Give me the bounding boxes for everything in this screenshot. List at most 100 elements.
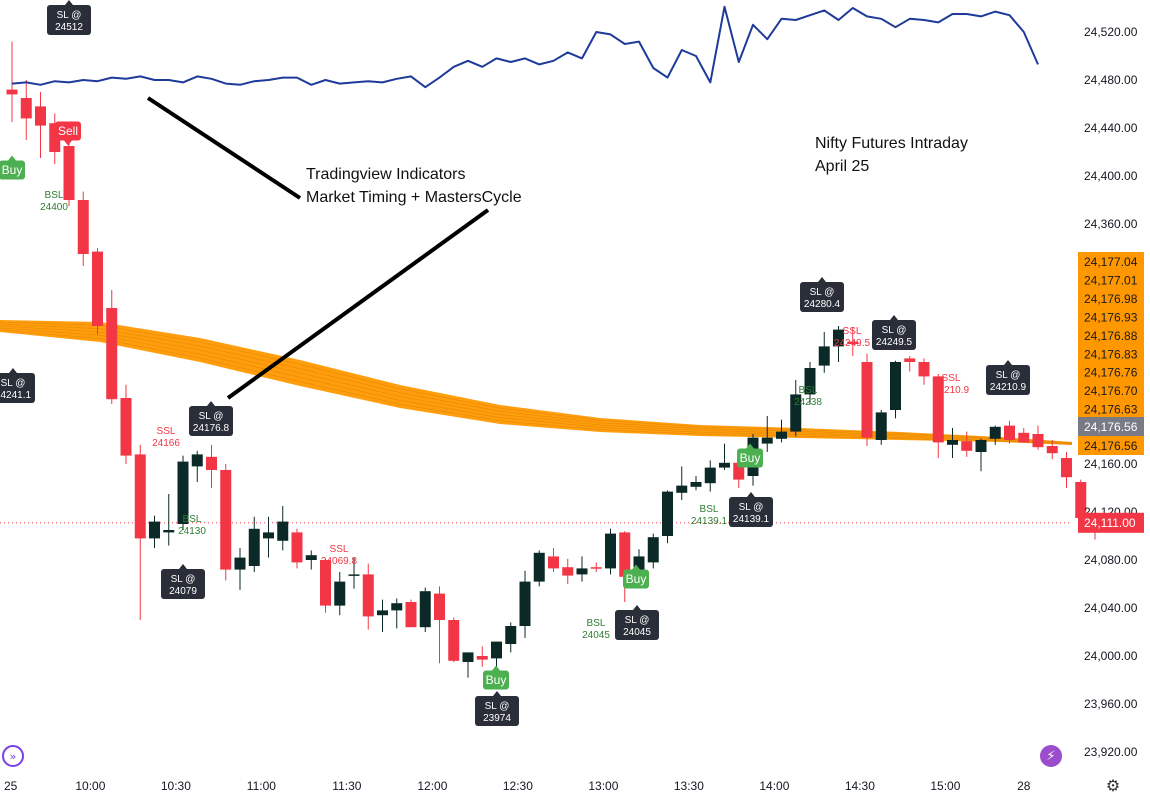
level-label: SSL 24166 [152,426,180,449]
candle [833,326,844,362]
x-axis[interactable]: 25 10:00 10:30 11:00 11:30 12:00 12:30 13:00 13:… [4,779,1031,793]
x-tick-label: 28 [1017,779,1031,793]
candle [291,528,303,569]
candle-body [890,362,901,410]
sl-box-text: SL @ [1,378,26,389]
candle [975,438,987,472]
candle [918,358,930,385]
sl-box-text: SL @ [810,287,835,298]
candle-body [590,567,602,569]
candle-body [120,398,132,456]
indicator-note: Tradingview Indicators Market Timing + M… [306,163,522,209]
candle [989,425,1001,445]
candle-body [676,485,688,493]
candle [63,134,75,206]
x-tick-label: 12:30 [503,779,533,793]
ribbon-price-tag [1078,344,1144,364]
sl-box: SL @24139.1 [729,492,773,527]
candle [191,450,203,482]
ribbon-price-tag [1078,381,1144,401]
x-tick-label: 14:00 [759,779,789,793]
candle-body [548,556,559,569]
sl-box: SL @24210.9 [986,360,1030,395]
sl-box-arrow [207,401,215,406]
level-label-line: 24045 [582,630,610,641]
candle-body [776,431,787,439]
candle-body [206,456,217,470]
candle [505,622,517,653]
candle [519,570,531,638]
signal-label: Buy [740,451,761,465]
candle [120,384,132,464]
candle-body [448,620,460,661]
sl-box-bg [189,406,233,436]
candle-body [818,346,830,366]
sl-box: SL @23974 [475,691,519,726]
candle [1004,420,1015,444]
level-label-line: 24166 [152,438,180,449]
ribbon-price-label: 24,177.04 [1084,255,1138,269]
sl-box-bg [0,373,35,403]
lightning-icon[interactable]: ⚡ [1040,745,1062,767]
candle-body [647,537,659,563]
candle-body [92,251,103,326]
candle [704,460,716,492]
pointer-line-upper [146,96,302,200]
y-tick-label: 24,520.00 [1084,25,1138,39]
sl-box: SL @24241.1 [0,368,35,403]
candle [20,80,32,140]
candle-body [733,462,745,480]
candle [961,431,973,457]
x-tick-label: 15:00 [930,779,960,793]
candle-body [362,574,374,617]
double-chevron-right-icon[interactable]: » [2,745,24,767]
candle [305,550,317,570]
candle-body [234,557,246,570]
signal-box [483,670,509,690]
sl-box-text: 24139.1 [733,514,770,525]
candle [605,528,616,575]
candle [206,444,217,488]
signal-label: Buy [486,673,507,687]
candle [391,598,403,629]
gear-icon[interactable]: ⚙ [1105,775,1121,795]
level-label-line: 24069.8 [321,556,358,567]
ribbon-price-label: 24,176.88 [1084,329,1138,343]
y-axis[interactable]: 24,520.00 24,480.00 24,440.00 24,400.00 24,3… [1078,25,1144,759]
candle-body [1018,432,1030,443]
candle-body [63,146,75,200]
candle-body [932,376,944,443]
candle-body [191,454,203,467]
candle [405,599,417,628]
sl-box: SL @24249.5 [872,315,916,350]
candle-body [35,106,46,126]
ma-price-tag [1078,417,1144,436]
candle [890,360,901,419]
candle-body [804,368,816,395]
candle [49,113,61,164]
level-label-line: SSL [330,544,349,555]
candle [419,587,431,632]
candle [462,652,474,678]
candle-body [462,652,474,662]
candle [590,562,602,572]
sl-box: SL @24079 [161,564,205,599]
candle-body [177,461,189,524]
candle [163,494,175,546]
signals: Buy Sell Buy Buy Buy [0,121,763,690]
candle-body [704,467,716,484]
masterscycle-line [11,5,1039,89]
ribbon-price-tag [1078,270,1144,290]
candle [448,617,460,662]
y-tick-label: 23,960.00 [1084,697,1138,711]
current-price-label: 24,111.00 [1084,516,1136,530]
candle-body [476,656,488,660]
y-tick-label: 24,480.00 [1084,73,1138,87]
instrument-note: Nifty Futures Intraday April 25 [815,132,968,178]
candle [377,599,388,632]
candle-body [106,308,118,400]
candle [548,548,559,572]
sl-box-arrow [890,315,898,320]
level-label-line: BSL [587,618,606,629]
